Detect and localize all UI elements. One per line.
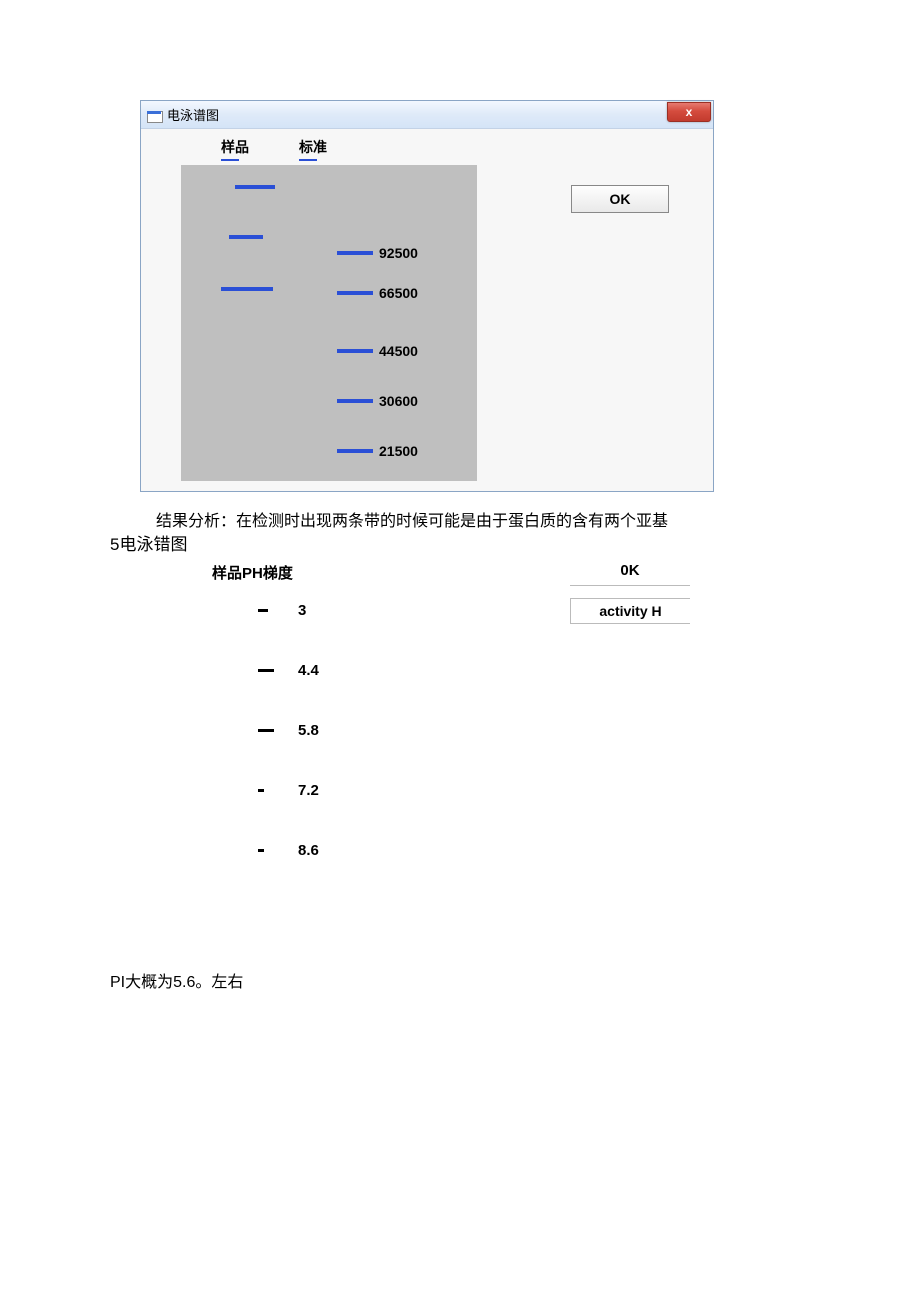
window-body: 样品 标准 92500 66500 44500 30600 21500 OK [141, 129, 713, 491]
standard-band [337, 449, 373, 453]
sample-band [221, 287, 273, 291]
ph-band [258, 849, 264, 852]
analysis-text: 结果分析：在检测时出现两条带的时候可能是由于蛋白质的含有两个亚基 [156, 508, 736, 535]
standard-band [337, 291, 373, 295]
ph-value: 8.6 [298, 842, 319, 859]
ok-activity-group: 0K activity H [570, 562, 690, 624]
standard-band [337, 349, 373, 353]
ph-value: 4.4 [298, 662, 319, 679]
standard-band-label: 66500 [379, 285, 418, 301]
standard-band [337, 399, 373, 403]
standard-band-label: 21500 [379, 443, 418, 459]
standard-band [337, 251, 373, 255]
ph-band [258, 609, 268, 612]
form-icon [147, 109, 161, 121]
ph-row: 8.6 [258, 842, 319, 859]
ok-button-label: OK [610, 191, 631, 207]
ph-band [258, 789, 264, 792]
ph-value: 5.8 [298, 722, 319, 739]
sample-band [229, 235, 263, 239]
pi-conclusion-text: PI大概为5.6。左右 [110, 968, 243, 992]
sample-band [235, 185, 275, 189]
standard-column-header: 标准 [299, 137, 327, 161]
ph-row: 3 [258, 602, 306, 619]
standard-band-label: 30600 [379, 393, 418, 409]
ph-value: 7.2 [298, 782, 319, 799]
ok-label-2[interactable]: 0K [570, 562, 690, 586]
gel-area: 92500 66500 44500 30600 21500 [181, 165, 477, 481]
ok-button[interactable]: OK [571, 185, 669, 213]
standard-header-text: 标准 [299, 139, 327, 155]
ph-band [258, 669, 274, 672]
sample-column-header: 样品 [221, 137, 249, 161]
titlebar: 电泳谱图 x [141, 101, 713, 129]
activity-button[interactable]: activity H [570, 598, 690, 624]
window-title: 电泳谱图 [167, 105, 219, 124]
standard-band-label: 44500 [379, 343, 418, 359]
ph-row: 7.2 [258, 782, 319, 799]
standard-band-label: 92500 [379, 245, 418, 261]
ph-value: 3 [298, 602, 306, 619]
titlebar-left: 电泳谱图 [147, 105, 219, 124]
ph-gradient-section: 样品PH梯度 3 4.4 5.8 7.2 8.6 0K activity H [140, 552, 714, 922]
ph-band [258, 729, 274, 732]
close-button[interactable]: x [667, 102, 711, 122]
ph-row: 4.4 [258, 662, 319, 679]
sample-header-text: 样品 [221, 139, 249, 155]
close-icon: x [686, 105, 693, 119]
electrophoresis-window: 电泳谱图 x 样品 标准 92500 66500 44500 30600 21500 O… [140, 100, 714, 492]
ph-row: 5.8 [258, 722, 319, 739]
ph-gradient-heading: 样品PH梯度 [212, 562, 293, 583]
